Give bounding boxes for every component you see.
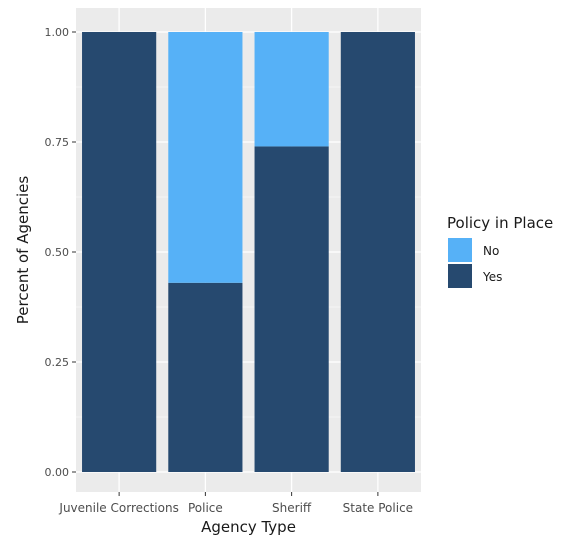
y-axis-title: Percent of Agencies: [14, 176, 32, 325]
y-tick-label: 0.00: [45, 466, 70, 479]
y-tick-label: 1.00: [45, 26, 70, 39]
legend-key-yes: [448, 264, 472, 288]
x-tick-label: Juvenile Corrections: [58, 501, 178, 515]
bar-yes-sheriff: [254, 146, 329, 472]
x-tick-label: State Police: [343, 501, 413, 515]
y-tick-label: 0.75: [45, 136, 70, 149]
legend-label: Yes: [482, 270, 502, 284]
bars: [82, 32, 415, 472]
x-tick-label: Sheriff: [272, 501, 312, 515]
legend-key-no: [448, 238, 472, 262]
x-axis-title: Agency Type: [201, 518, 296, 536]
bar-yes-state-police: [340, 32, 415, 472]
bar-yes-police: [168, 282, 243, 472]
legend: Policy in Place No Yes: [447, 214, 553, 288]
bar-no-sheriff: [254, 32, 329, 147]
y-tick-label: 0.25: [45, 356, 70, 369]
y-axis-ticks: 0.00 0.25 0.50 0.75 1.00: [45, 26, 76, 479]
legend-label: No: [483, 244, 499, 258]
x-tick-label: Police: [188, 501, 223, 515]
bar-yes-juvenile-corrections: [82, 32, 157, 472]
x-axis-ticks: Juvenile Corrections Police Sheriff State P…: [58, 492, 413, 515]
y-tick-label: 0.50: [45, 246, 70, 259]
legend-title: Policy in Place: [447, 214, 553, 232]
bar-no-police: [168, 32, 243, 283]
